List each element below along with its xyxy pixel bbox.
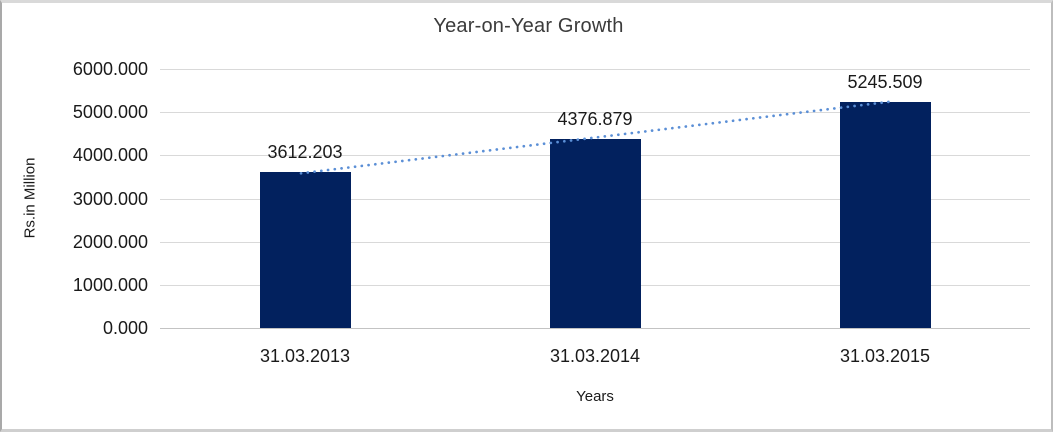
x-tick-label: 31.03.2015	[839, 346, 931, 366]
bar-value-label: 4376.879	[557, 109, 633, 129]
y-axis-title: Rs.in Million	[21, 157, 39, 239]
bar-31.03.2015[interactable]	[840, 102, 931, 328]
bar-31.03.2014[interactable]	[550, 139, 641, 328]
y-tick-label: 0.000	[102, 318, 148, 338]
x-axis-title: Years	[576, 388, 614, 405]
chart-title: Year-on-Year Growth	[433, 15, 624, 37]
y-tick-label: 6000.000	[72, 59, 148, 79]
x-axis-line	[160, 328, 1030, 329]
y-tick-label: 5000.000	[72, 102, 148, 122]
x-tick-label: 31.03.2014	[549, 346, 641, 366]
gridline	[160, 69, 1030, 70]
x-tick-label: 31.03.2013	[259, 346, 351, 366]
y-tick-label: 3000.000	[72, 189, 148, 209]
y-tick-label: 1000.000	[72, 275, 148, 295]
bar-31.03.2013[interactable]	[260, 172, 351, 328]
bar-value-label: 5245.509	[847, 72, 923, 92]
y-tick-label: 4000.000	[72, 145, 148, 165]
y-tick-label: 2000.000	[72, 232, 148, 252]
bar-value-label: 3612.203	[267, 142, 343, 162]
